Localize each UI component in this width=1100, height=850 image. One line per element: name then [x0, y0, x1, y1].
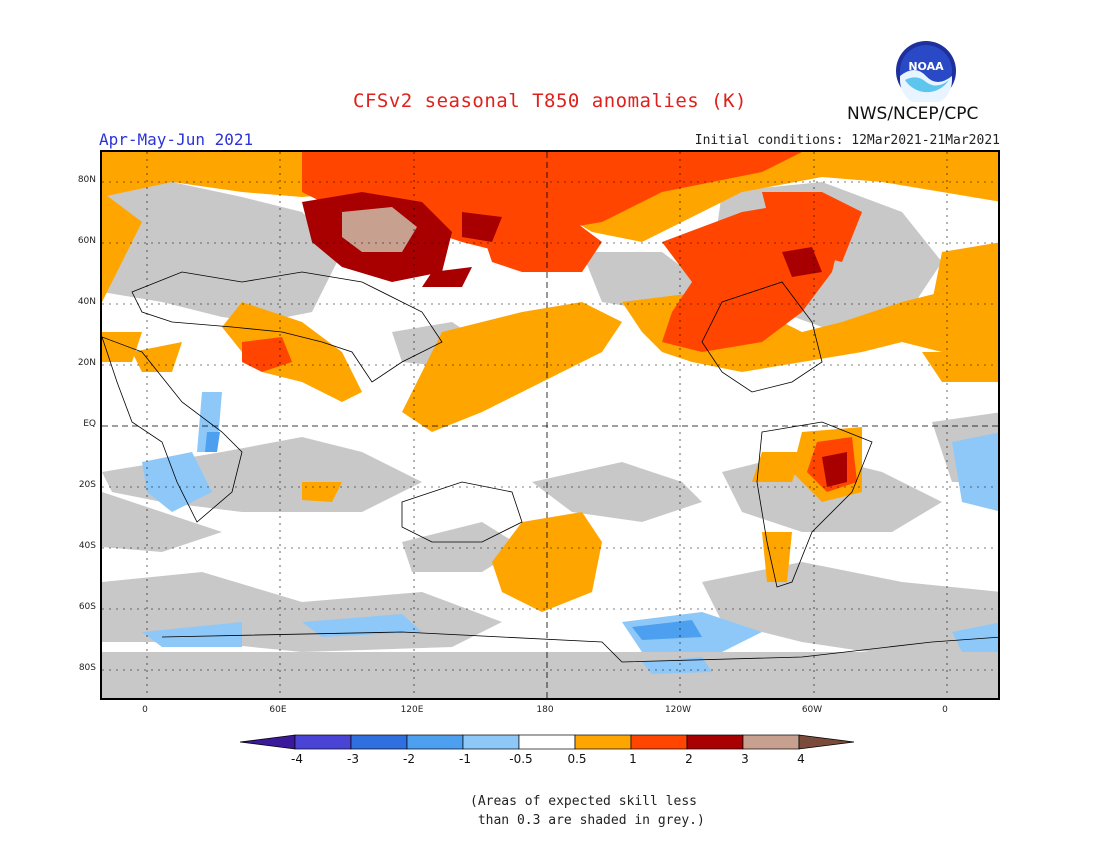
lat-label-80s: 80S	[78, 663, 96, 673]
lat-label-20s: 20S	[78, 480, 96, 490]
anomaly-blue-regions	[205, 432, 702, 640]
agency-label: NWS/NCEP/CPC	[847, 104, 979, 124]
colorbar-tick-label: -1	[459, 752, 471, 766]
colorbar-swatch	[574, 734, 632, 750]
colorbar-swatch	[462, 734, 520, 750]
continent-outlines	[102, 271, 998, 663]
colorbar-swatch	[630, 734, 688, 750]
equator-dateline	[102, 152, 998, 698]
colorbar-swatch	[742, 734, 800, 750]
colorbar-tick-label: 4	[797, 752, 805, 766]
colorbar-swatch	[406, 734, 464, 750]
lon-label-0-east: 0	[942, 705, 948, 715]
noaa-logo-text: NOAA	[908, 60, 944, 73]
colorbar-swatch	[686, 734, 744, 750]
colorbar-tick-label: 2	[685, 752, 693, 766]
lon-label-60e: 60E	[269, 705, 287, 715]
colorbar-swatch	[294, 734, 352, 750]
colorbar-tick-label: 1	[629, 752, 637, 766]
lat-label-40s: 40S	[78, 541, 96, 551]
lon-label-60w: 60W	[801, 705, 823, 715]
lat-label-80n: 80N	[77, 175, 96, 185]
lat-label-20n: 20N	[77, 358, 96, 368]
lon-label-0: 0	[142, 705, 148, 715]
skill-footnote: (Areas of expected skill less than 0.3 a…	[470, 794, 705, 828]
colorbar-swatch	[518, 734, 576, 750]
map-title: CFSv2 seasonal T850 anomalies (K)	[353, 90, 747, 112]
colorbar-arrow-low	[240, 734, 296, 750]
colorbar-tick-label: 0.5	[567, 752, 587, 766]
map-canvas	[102, 152, 998, 698]
colorbar-arrow-high	[798, 734, 855, 750]
colorbar	[240, 734, 855, 750]
colorbar-tick-label: -4	[291, 752, 303, 766]
lat-label-40n: 40N	[77, 297, 96, 307]
colorbar-swatch	[350, 734, 408, 750]
anomaly-map	[100, 150, 1000, 700]
season-label: Apr-May-Jun 2021	[99, 130, 254, 149]
lat-label-60n: 60N	[77, 236, 96, 246]
lon-label-120e: 120E	[400, 705, 424, 715]
lat-label-60s: 60S	[78, 602, 96, 612]
colorbar-tick-label: -0.5	[509, 752, 533, 766]
lon-label-180: 180	[536, 705, 554, 715]
colorbar-tick-label: -3	[347, 752, 359, 766]
graticule	[102, 152, 998, 698]
noaa-logo: NOAA	[896, 41, 956, 102]
lat-label-eq: EQ	[83, 419, 96, 429]
colorbar-tick-label: 3	[741, 752, 749, 766]
lon-label-120w: 120W	[664, 705, 692, 715]
colorbar-tick-label: -2	[403, 752, 415, 766]
anomaly-rose-regions	[342, 207, 417, 252]
initial-conditions-label: Initial conditions: 12Mar2021-21Mar2021	[694, 133, 1000, 148]
